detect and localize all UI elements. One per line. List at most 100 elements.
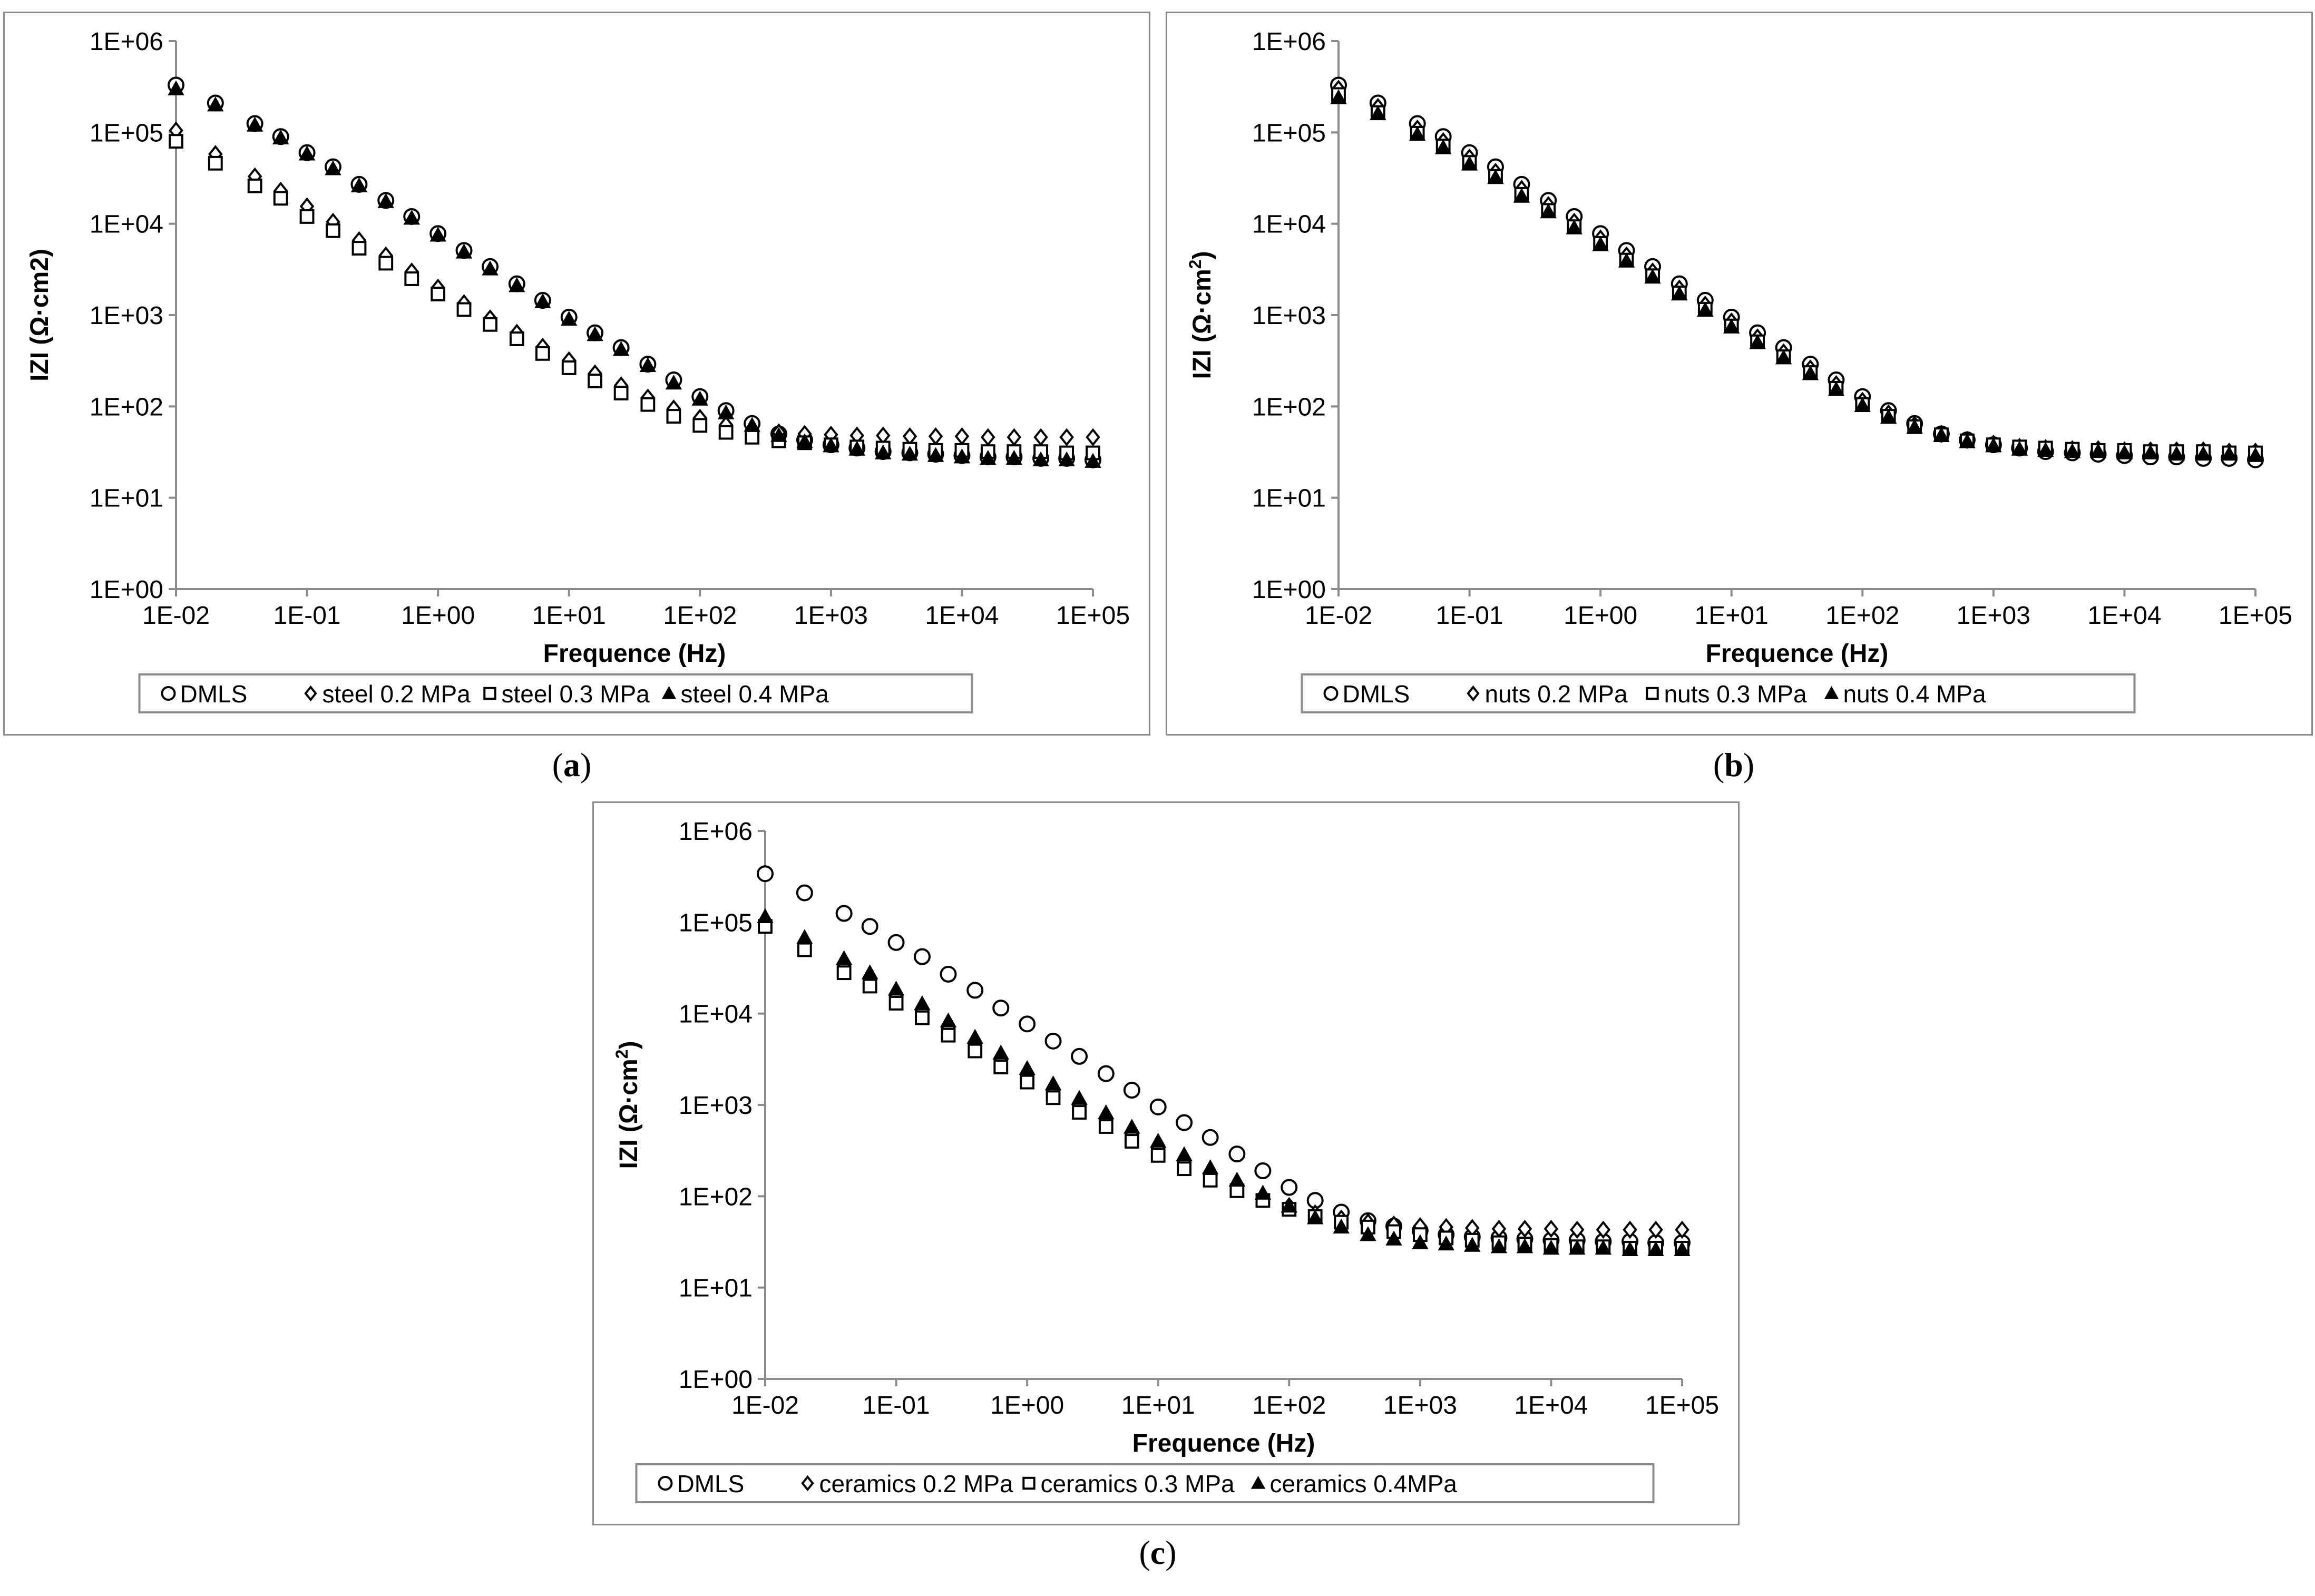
data-point: [1644, 269, 1661, 284]
data-point: [835, 905, 853, 922]
x-tick-label: 1E+01: [1695, 602, 1769, 630]
data-point: [2247, 447, 2264, 462]
data-point: [796, 929, 813, 944]
legend-item: ceramics 0.2 MPa: [801, 1470, 1013, 1497]
axes: 1E+00 1E+01 1E+02 1E+03 1E+04 1E+05 1E+06 1E-02…: [90, 28, 1130, 630]
data-point: [861, 964, 878, 980]
data-point: [273, 191, 288, 206]
data-point: [980, 449, 997, 465]
legend-item: ceramics 0.4MPa: [1251, 1470, 1457, 1497]
data-point: [246, 116, 263, 132]
data-point: [1124, 1119, 1140, 1134]
legend-marker-icon: [1022, 1476, 1036, 1490]
data-point: [2064, 443, 2081, 458]
legend-label: nuts 0.3 MPa: [1664, 680, 1807, 708]
legend-item: steel 0.3 MPa: [483, 680, 650, 708]
data-point: [1072, 1105, 1087, 1120]
data-point: [1098, 1119, 1113, 1134]
data-point: [1202, 1129, 1219, 1146]
data-point: [1360, 1226, 1376, 1241]
data-point: [1019, 1060, 1036, 1075]
data-point: [1097, 1065, 1115, 1082]
data-point: [914, 995, 931, 1011]
series-4: [168, 80, 1101, 468]
data-point: [717, 404, 735, 419]
series-1: [168, 76, 1101, 468]
axes: 1E+00 1E+01 1E+02 1E+03 1E+04 1E+05 1E+06 1E-02…: [679, 818, 1719, 1419]
x-tick-label: 1E-02: [731, 1392, 799, 1419]
legend-label: DMLS: [180, 680, 248, 708]
data-point: [2195, 445, 2212, 461]
x-tick-label: 1E+03: [794, 602, 868, 630]
data-point: [981, 428, 995, 446]
data-point: [1697, 301, 1714, 317]
data-point: [1592, 236, 1609, 251]
data-point: [1933, 427, 1950, 442]
data-point: [1385, 1230, 1402, 1246]
data-point: [744, 417, 760, 432]
data-point: [861, 918, 878, 935]
y-axis-title: IZI (Ω·cm2): [612, 1041, 643, 1169]
y-tick-label: 1E+02: [1252, 393, 1326, 421]
legend-marker-icon: [661, 686, 677, 699]
data-point: [966, 982, 984, 999]
data-point: [927, 447, 944, 462]
data-point: [534, 293, 551, 308]
legend-label: steel 0.4 MPa: [681, 680, 829, 708]
data-point: [691, 390, 708, 406]
data-point: [823, 437, 839, 453]
data-point: [1517, 1219, 1532, 1238]
data-point: [1490, 1238, 1508, 1254]
plot-area: [168, 76, 1101, 468]
data-point: [1333, 1218, 1350, 1233]
data-point: [588, 374, 602, 388]
x-tick-label: 1E+01: [532, 602, 606, 630]
data-point: [1228, 1145, 1246, 1163]
data-point: [1775, 349, 1792, 365]
data-point: [915, 1010, 930, 1025]
data-point: [797, 942, 812, 957]
chart-b: 1E+00 1E+01 1E+02 1E+03 1E+04 1E+05 1E+06 1E-02…: [1186, 28, 2292, 713]
data-point: [1513, 188, 1530, 203]
data-point: [1019, 1015, 1036, 1033]
legend-label: steel 0.2 MPa: [323, 680, 471, 708]
data-point: [326, 223, 340, 238]
legend-label: ceramics 0.3 MPa: [1041, 1470, 1235, 1497]
x-tick-label: 1E+03: [1957, 602, 2030, 630]
data-point: [613, 386, 629, 400]
data-point: [1438, 1235, 1454, 1251]
data-point: [1033, 428, 1048, 446]
y-tick-label: 1E+04: [90, 211, 163, 239]
chart-panel-c: 1E+00 1E+01 1E+02 1E+03 1E+04 1E+05 1E+06 1E-02…: [592, 801, 1740, 1525]
legend-item: nuts 0.2 MPa: [1467, 680, 1628, 708]
series-2: [758, 913, 1689, 1239]
data-point: [1330, 89, 1347, 104]
data-point: [1434, 139, 1452, 154]
caption-a: (a): [552, 746, 592, 784]
data-point: [966, 1029, 983, 1044]
data-point: [429, 227, 446, 242]
series-2: [169, 121, 1100, 446]
data-point: [887, 934, 905, 951]
data-point: [1516, 1238, 1533, 1254]
x-tick-label: 1E+04: [1514, 1392, 1588, 1419]
legend: DMLS nuts 0.2 MPa nuts 0.3 MPa nuts 0.4 MPa: [1301, 673, 2136, 713]
legend-marker-icon: [1323, 686, 1339, 701]
data-point: [351, 241, 367, 256]
y-axis-title: IZI (Ω·cm2): [26, 249, 54, 381]
data-point: [1071, 1090, 1088, 1105]
data-point: [954, 427, 970, 446]
y-tick-label: 1E+05: [1252, 119, 1326, 147]
legend-item: ceramics 0.3 MPa: [1022, 1470, 1235, 1497]
data-point: [796, 884, 813, 902]
legend-marker-icon: [658, 1476, 673, 1491]
data-point: [913, 948, 931, 965]
data-point: [1671, 285, 1688, 301]
data-point: [1623, 1220, 1637, 1239]
data-point: [247, 178, 262, 193]
data-point: [483, 317, 497, 332]
data-point: [718, 425, 734, 440]
legend-label: steel 0.3 MPa: [502, 680, 650, 708]
data-point: [1085, 453, 1101, 468]
data-point: [509, 331, 524, 346]
